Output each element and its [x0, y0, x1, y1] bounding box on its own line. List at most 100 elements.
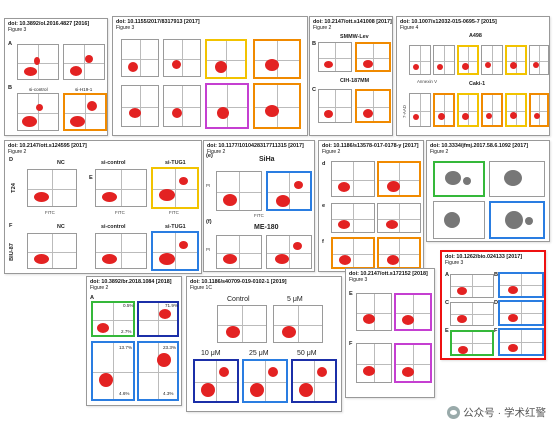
- card-doi: doi: 10.1186/s40709-019-0102-1 [2019]: [190, 279, 287, 285]
- card-figure: Figure 2: [313, 25, 332, 32]
- row-label: T24: [10, 183, 17, 193]
- plot-panel: [409, 45, 431, 75]
- plot-panel-highlighted: [457, 93, 479, 127]
- axis-label: PI: [206, 247, 211, 252]
- figure-card-7: doi: 10.1186/s13578-017-0178-y [2017] Fig…: [318, 140, 424, 272]
- panel-label-a: A: [445, 272, 450, 278]
- panel-label-f: f: [322, 239, 324, 245]
- card-figure: Figure 2: [90, 285, 109, 292]
- plot-panel-highlighted: [505, 45, 527, 75]
- plot-panel: [17, 44, 59, 80]
- dose-label: 10 μM: [201, 350, 221, 357]
- plot-panel: [163, 85, 201, 127]
- row-label: BIU-87: [8, 243, 15, 261]
- plot-panel-highlighted: [457, 45, 479, 75]
- plot-panel: [17, 93, 59, 131]
- card-figure: Figure 2: [322, 149, 341, 156]
- plot-panel: [450, 302, 494, 326]
- panel-label-e: E: [349, 291, 353, 297]
- plot-panel-highlighted: [505, 93, 527, 127]
- axis-label: FITC: [115, 210, 125, 215]
- card-doi: doi: 10.2147/ott.s172152 [2018]: [349, 271, 428, 277]
- figure-card-8: doi: 10.3334/jfmj.2017.58.6.1092 [2017] F…: [426, 140, 550, 242]
- plot-panel: [95, 233, 147, 269]
- card-figure: Figure 3: [445, 260, 464, 267]
- plot-panel-highlighted: [394, 293, 432, 331]
- plot-panel-highlighted: [291, 359, 337, 403]
- plot-panel: [489, 161, 545, 197]
- panel-label-f: F: [494, 328, 498, 334]
- figure-card-10: doi: 10.1186/s40709-019-0102-1 [2019] Fig…: [186, 276, 342, 412]
- card-doi: doi: 10.1007/s12032-015-0695-7 [2015]: [400, 19, 497, 25]
- column-title: si-TUG1: [165, 160, 186, 166]
- panel-label-c: C: [312, 87, 317, 93]
- panel-label-b: B: [312, 41, 317, 47]
- panel-label-f: F: [349, 341, 353, 347]
- figure-card-6: doi: 10.1177/1010428317711315 [2017] Figu…: [203, 140, 315, 272]
- panel-label-b: B: [494, 272, 499, 278]
- plot-panel-highlighted: [489, 201, 545, 239]
- plot-panel: [409, 93, 431, 127]
- plot-panel: [331, 161, 375, 197]
- percentage-label: 4.6%: [119, 391, 130, 396]
- plot-panel: [481, 45, 503, 75]
- dose-label: 5 μM: [287, 296, 303, 303]
- panel-label-f: F: [9, 223, 13, 229]
- plot-panel-highlighted: [433, 93, 455, 127]
- plot-panel: [318, 89, 352, 123]
- percentage-label: 13.7%: [119, 345, 133, 350]
- plot-panel: [356, 293, 392, 331]
- plot-panel: [273, 305, 323, 343]
- figure-card-5: doi: 10.2147/ott.s124595 [2017] Figure 2 …: [4, 140, 202, 274]
- card-doi: doi: 10.2147/ott.s124595 [2017]: [8, 143, 87, 149]
- plot-panel: [95, 169, 147, 207]
- plot-panel-highlighted: [253, 39, 301, 79]
- plot-panel-highlighted: [91, 341, 135, 401]
- axis-label: FITC: [45, 210, 55, 215]
- card-doi: doi: 10.1186/s13578-017-0178-y [2017]: [322, 143, 419, 149]
- watermark-text: 公众号 · 学术红警: [463, 407, 546, 419]
- axis-label: 7-AAD: [401, 105, 407, 118]
- figure-card-3: doi: 10.2147/ott.s141008 [2017] Figure 2 …: [309, 16, 393, 136]
- plot-panel-highlighted: [529, 93, 549, 127]
- panel-label-a: A: [90, 295, 95, 301]
- figure-card-12: doi: 10.1262/bio.024133 [2017] Figure 3 A…: [440, 250, 546, 360]
- card-figure: Figure 3: [116, 25, 135, 32]
- plot-panel: [163, 39, 201, 77]
- plot-panel-highlighted: [481, 93, 503, 127]
- card-figure: Figure 4: [400, 25, 419, 32]
- row-title: SiHa: [259, 156, 275, 163]
- plot-panel-highlighted: [355, 42, 391, 72]
- plot-panel-highlighted: [498, 272, 544, 298]
- axis-label: FITC: [254, 213, 264, 218]
- column-title: NC: [57, 160, 65, 166]
- plot-panel-highlighted: [205, 39, 247, 79]
- plot-panel-highlighted: [377, 161, 421, 197]
- panel-label-a: A: [8, 41, 13, 47]
- plot-panel-highlighted: [205, 83, 249, 129]
- plot-panel-highlighted: [253, 83, 301, 129]
- plot-panel-highlighted: [137, 301, 179, 337]
- percentage-label: 71.9%: [165, 303, 179, 308]
- plot-label: si-control: [29, 87, 48, 92]
- plot-panel: [216, 171, 262, 211]
- percentage-label: 23.3%: [163, 345, 177, 350]
- dose-label: 50 μM: [297, 350, 317, 357]
- watermark: 公众号 · 学术红警: [447, 405, 546, 420]
- card-doi: doi: 10.3892/br.2018.1084 [2018]: [90, 279, 172, 285]
- card-doi: doi: 10.1177/1010428317711315 [2017]: [207, 143, 304, 149]
- row-title: Caki-1: [469, 81, 486, 87]
- panel-label-d: d: [322, 161, 326, 167]
- card-figure: Figure 1C: [190, 285, 212, 292]
- figure-card-1: doi: 10.3892/ol.2016.4827 [2016] Figure 3…: [4, 18, 108, 136]
- plot-panel-highlighted: [377, 237, 421, 269]
- column-title: si-control: [101, 160, 126, 166]
- panel-label-b: B: [8, 85, 13, 91]
- plot-panel: [63, 44, 105, 80]
- plot-panel-highlighted: [498, 328, 544, 356]
- card-doi: doi: 10.1262/bio.024133 [2017]: [445, 254, 523, 260]
- panel-label-e: E: [445, 328, 449, 334]
- plot-panel: [266, 235, 312, 269]
- axis-label: PI: [206, 183, 211, 188]
- plot-panel: [356, 343, 392, 383]
